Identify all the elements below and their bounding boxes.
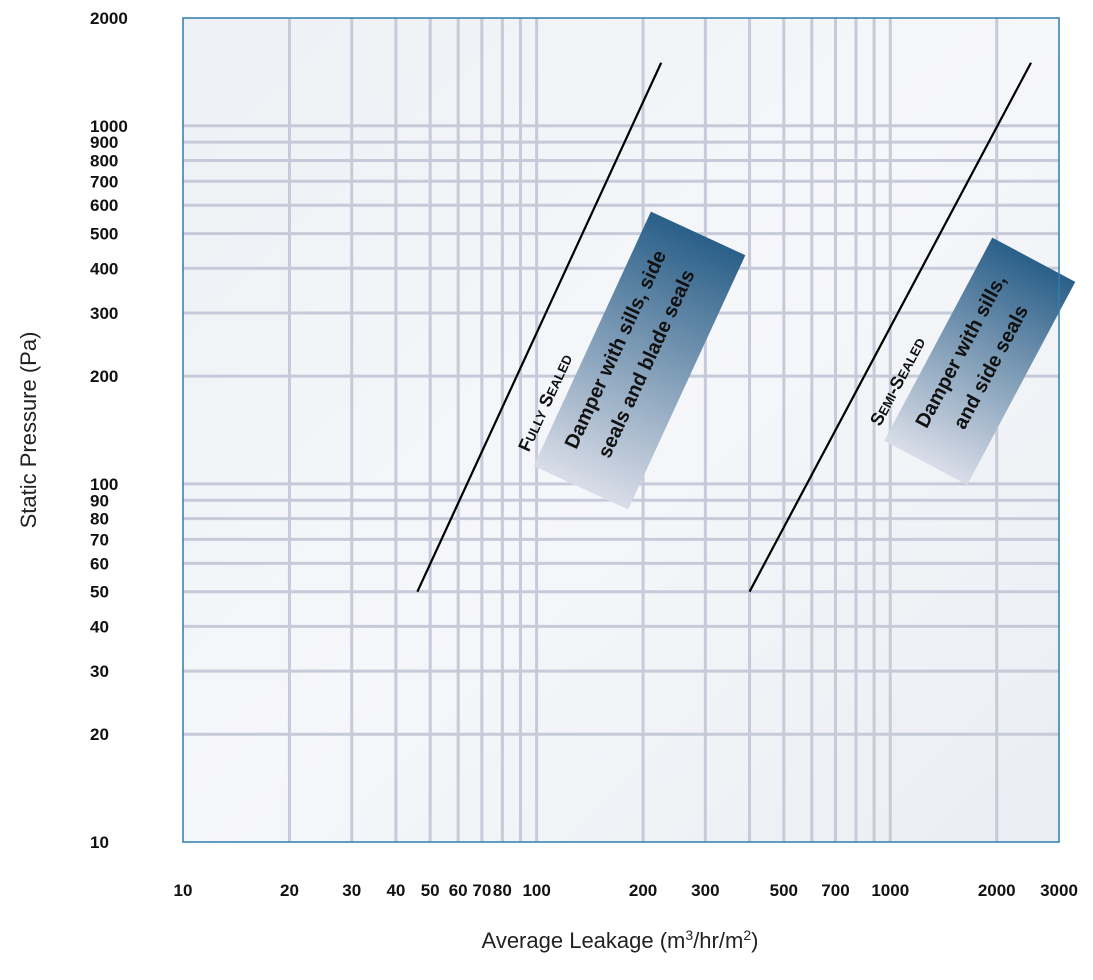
x-tick-label-70: 70: [472, 881, 491, 900]
x-tick-labels: 10 20 30 40 50 60 70 80 100 200 300 500 700 1000 2000 3…: [174, 881, 1078, 900]
plot-border: [182, 17, 1060, 843]
y-tick-label-2000: 2000: [90, 9, 128, 28]
x-tick-label-10: 10: [174, 881, 193, 900]
y-tick-label-20: 20: [90, 725, 109, 744]
x-tick-label-1000: 1000: [871, 881, 909, 900]
y-tick-label-200: 200: [90, 367, 118, 386]
y-tick-label-1000: 1000: [90, 117, 128, 136]
x-tick-label-2000: 2000: [978, 881, 1016, 900]
x-tick-label-40: 40: [386, 881, 405, 900]
series-line-fully-sealed: [416, 62, 663, 593]
y-tick-label-30: 30: [90, 662, 109, 681]
x-axis-label: Average Leakage (m3/hr/m2): [482, 927, 759, 953]
y-tick-label-90: 90: [90, 491, 109, 510]
x-tick-label-60: 60: [449, 881, 468, 900]
x-tick-label-30: 30: [342, 881, 361, 900]
y-tick-label-900: 900: [90, 133, 118, 152]
y-tick-label-100: 100: [90, 475, 118, 494]
x-tick-label-300: 300: [691, 881, 719, 900]
series-lines: [416, 62, 1032, 593]
y-tick-label-60: 60: [90, 554, 109, 573]
x-tick-label-80: 80: [493, 881, 512, 900]
y-tick-label-40: 40: [90, 617, 109, 636]
x-tick-label-200: 200: [629, 881, 657, 900]
y-tick-label-10: 10: [90, 833, 109, 852]
y-tick-label-80: 80: [90, 510, 109, 529]
y-tick-label-500: 500: [90, 225, 118, 244]
series-line-semi-sealed: [748, 62, 1032, 593]
y-tick-label-300: 300: [90, 304, 118, 323]
x-tick-label-100: 100: [522, 881, 550, 900]
x-tick-label-500: 500: [770, 881, 798, 900]
x-tick-label-20: 20: [280, 881, 299, 900]
y-tick-label-800: 800: [90, 152, 118, 171]
y-tick-label-600: 600: [90, 196, 118, 215]
y-tick-label-50: 50: [90, 583, 109, 602]
x-tick-label-3000: 3000: [1040, 881, 1078, 900]
y-axis-label: Static Pressure (Pa): [16, 332, 41, 529]
label-band-fully-sealed: [533, 211, 746, 510]
x-tick-label-700: 700: [821, 881, 849, 900]
y-tick-label-70: 70: [90, 530, 109, 549]
x-tick-label-50: 50: [421, 881, 440, 900]
y-tick-label-700: 700: [90, 172, 118, 191]
label-band-semi-sealed: [884, 237, 1076, 485]
y-tick-label-400: 400: [90, 259, 118, 278]
